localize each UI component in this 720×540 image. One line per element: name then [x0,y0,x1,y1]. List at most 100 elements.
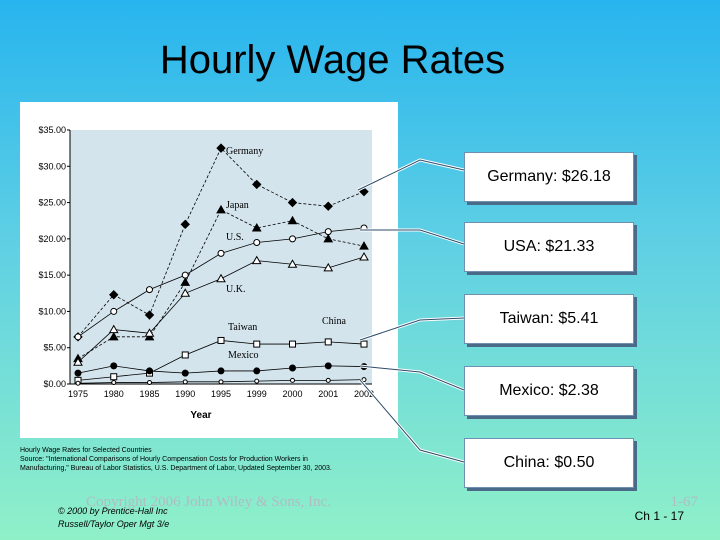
point-china [182,379,188,385]
point-taiwan [110,373,118,381]
callout-taiwan: Taiwan: $5.41 [464,294,634,344]
x-axis-label: Year [190,410,211,421]
callout-usa: USA: $21.33 [464,222,634,272]
point-china [147,380,152,386]
x-tick-label: 1999 [247,389,267,399]
point-germany [252,179,262,190]
y-tick-label: $20.00 [38,234,66,244]
point-germany [287,197,298,208]
point-uk [323,262,334,272]
point-mexico [74,369,82,377]
point-mexico [324,362,332,370]
wage-chart-svg: $35.00 $30.00 $25.00 $20.00 $15.00 $10.00 $5.0… [38,125,374,421]
point-us [181,271,189,279]
point-japan [359,241,369,250]
slide-title: Hourly Wage Rates [159,38,506,82]
source-line-1: Hourly Wage Rates for Selected Countries [20,447,152,454]
point-china [75,380,81,386]
point-uk [73,357,83,366]
point-taiwan [217,336,225,344]
point-germany [359,186,369,197]
point-germany [180,219,190,230]
point-japan [108,331,119,341]
point-china [254,378,260,384]
series-label: U.K. [226,284,245,295]
point-china [111,380,117,386]
point-germany [144,310,155,320]
x-tick-label: 1995 [211,389,231,399]
point-japan [216,204,226,214]
point-us [253,238,261,246]
callout-mexico: Mexico: $2.38 [464,366,634,416]
footer-line-1: © 2000 by Prentice-Hall Inc [58,506,168,516]
point-taiwan [360,340,368,348]
source-line-3: Manufacturing," Bureau of Labor Statisti… [20,465,332,472]
point-mexico [217,367,225,375]
x-tick-label: 1985 [139,389,159,399]
point-mexico [110,362,118,370]
wage-chart: $35.00 $30.00 $25.00 $20.00 $15.00 $10.00 $5.0… [20,102,398,438]
x-tick-label: 2001 [318,389,338,399]
x-tick-label: 1975 [68,389,88,399]
point-us [289,235,296,243]
series-label: China [322,316,346,327]
point-germany [323,201,333,211]
point-us [324,228,332,236]
footer-line-2: Russell/Taylor Oper Mgt 3/e [58,519,170,529]
y-tick-label: $30.00 [38,161,66,171]
point-china [290,377,295,383]
point-uk [359,251,369,261]
y-tick-label: $15.00 [38,270,66,280]
point-uk [144,328,155,337]
point-china [218,379,224,385]
point-mexico [289,364,296,372]
point-uk [180,288,191,297]
y-tick-label: $35.00 [38,125,66,135]
point-us [110,307,118,315]
x-tick-label: 2002 [354,389,374,399]
point-china [361,377,367,383]
source-note: Hourly Wage Rates for Selected Countries… [20,446,420,473]
series-label: Mexico [228,350,259,361]
callout-china: China: $0.50 [464,438,634,488]
connector-taiwan [359,316,465,342]
point-mexico [181,369,189,377]
point-germany [216,143,226,153]
slide-number: Ch 1 - 17 [634,509,684,523]
y-tick-label: $10.00 [38,306,66,316]
point-us [74,333,82,341]
connector-usa [360,228,465,246]
x-tick-label: 1990 [175,389,195,399]
point-japan [180,277,191,286]
series-label: Germany [226,146,263,157]
callout-germany: Germany: $26.18 [464,152,634,202]
source-line-2: Source: "International Comparisons of Ho… [20,456,308,463]
footer-credits: © 2000 by Prentice-Hall Inc Russell/Tayl… [58,505,169,531]
x-tick-label: 1980 [104,389,124,399]
point-china [325,377,331,383]
connector-mexico [359,364,465,392]
point-taiwan [324,338,332,346]
copyright-watermark: Copyright 2006 John Wiley & Sons, Inc. [86,494,331,510]
y-tick-label: $0.00 [43,379,66,389]
series-label: Taiwan [228,322,257,333]
y-tick-label: $25.00 [38,198,66,208]
point-uk [251,255,262,265]
point-uk [216,273,226,283]
point-japan [323,233,334,243]
point-uk [287,259,298,268]
point-mexico [253,367,261,375]
point-us [217,249,225,257]
point-taiwan [181,351,189,359]
point-taiwan [289,340,296,348]
point-japan [287,215,298,225]
point-us [146,286,153,294]
series-label: Japan [226,200,249,211]
point-germany [109,290,119,300]
point-japan [251,222,262,232]
point-uk [108,324,119,334]
series-label: U.S. [226,232,244,243]
point-mexico [146,367,153,375]
series-line-japan [77,209,365,359]
